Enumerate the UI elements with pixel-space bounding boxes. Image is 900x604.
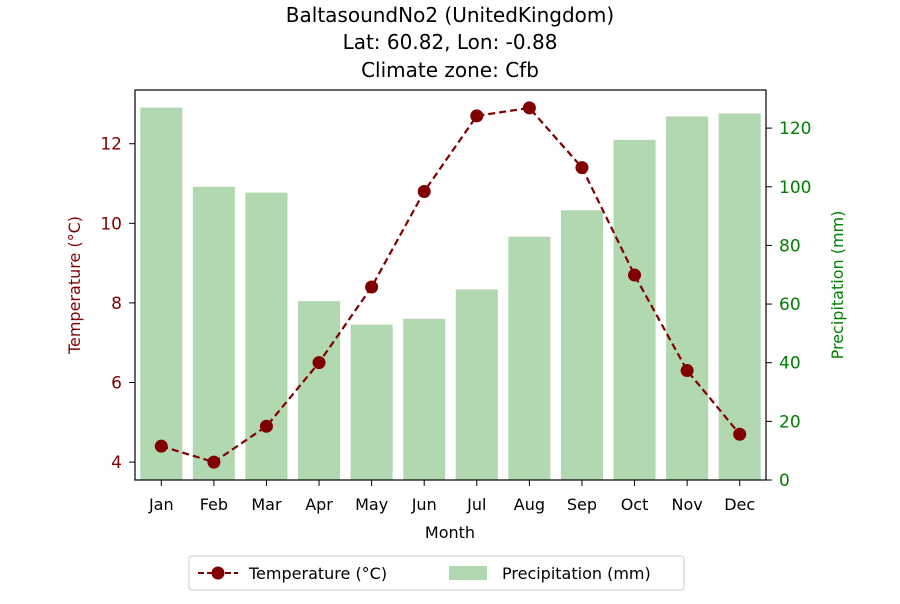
x-tick-label-nov: Nov	[672, 495, 703, 514]
x-tick-label-jun: Jun	[411, 495, 437, 514]
temp-point-mar	[259, 419, 273, 433]
x-tick-label-may: May	[355, 495, 388, 514]
y-right-tick-label-60: 60	[779, 295, 801, 315]
chart-title-line3: Climate zone: Cfb	[361, 58, 539, 82]
y-left-tick-label-8: 8	[111, 294, 122, 314]
x-tick-label-jul: Jul	[466, 495, 486, 514]
legend: Temperature (°C) Precipitation (mm)	[188, 555, 685, 591]
temp-point-aug	[522, 101, 536, 115]
temp-point-jan	[154, 439, 168, 453]
temp-point-jul	[470, 109, 484, 123]
precipitation-bars	[140, 107, 761, 481]
temperature-series-line	[160, 106, 741, 464]
temp-point-apr	[312, 356, 326, 370]
legend-temperature-label: Temperature (°C)	[248, 564, 387, 583]
temp-point-sep	[575, 161, 589, 175]
precip-bar-jul	[455, 289, 498, 480]
y-right-tick-label-80: 80	[779, 236, 801, 256]
precip-bar-feb	[192, 186, 235, 481]
precip-bar-aug	[508, 236, 551, 480]
temp-point-jun	[417, 184, 431, 198]
x-tick-label-feb: Feb	[200, 495, 228, 514]
x-tick-label-aug: Aug	[514, 495, 545, 514]
x-tick-label-jan: Jan	[148, 495, 174, 514]
temp-point-dec	[733, 427, 747, 441]
y-axis-left-label: Temperature (°C)	[65, 216, 84, 355]
precip-bar-apr	[298, 301, 341, 480]
precip-bar-jan	[140, 107, 183, 480]
precip-bar-may	[350, 324, 393, 480]
temp-point-may	[365, 280, 379, 294]
axes: Jan Feb Mar Apr May Jun Jul Aug Sep Oct Nov Dec 4 6 8 1…	[100, 89, 811, 514]
y-right-tick-label-100: 100	[779, 178, 811, 198]
y-left-tick-label-4: 4	[111, 453, 122, 473]
legend-temperature-swatch-marker	[211, 566, 225, 580]
chart-title-line1: BaltasoundNo2 (UnitedKingdom)	[286, 3, 614, 27]
legend-precipitation-label: Precipitation (mm)	[502, 564, 651, 583]
temp-point-nov	[680, 364, 694, 378]
y-left-tick-label-10: 10	[100, 214, 122, 234]
y-left-tick-label-12: 12	[100, 135, 122, 155]
temperature-line	[154, 101, 747, 469]
x-tick-label-oct: Oct	[621, 495, 649, 514]
temp-point-feb	[207, 455, 221, 469]
x-axis-label: Month	[425, 523, 475, 542]
y-right-tick-label-120: 120	[779, 119, 811, 139]
y-axis-right-label: Precipitation (mm)	[828, 211, 847, 360]
y-right-tick-label-20: 20	[779, 412, 801, 432]
y-right-tick-label-0: 0	[779, 471, 790, 491]
plot-frame	[134, 89, 767, 481]
precip-bar-nov	[666, 116, 709, 480]
x-tick-label-sep: Sep	[567, 495, 597, 514]
x-tick-label-mar: Mar	[251, 495, 282, 514]
y-left-tick-label-6: 6	[111, 374, 122, 394]
precip-bar-sep	[560, 210, 603, 480]
precip-bar-dec	[718, 113, 761, 480]
x-tick-label-apr: Apr	[305, 495, 333, 514]
precip-bar-jun	[403, 318, 446, 480]
y-right-tick-label-40: 40	[779, 354, 801, 374]
legend-precipitation-swatch	[449, 566, 487, 580]
x-tick-label-dec: Dec	[724, 495, 755, 514]
temp-point-oct	[628, 268, 642, 282]
precip-bar-oct	[613, 139, 656, 481]
chart-title-line2: Lat: 60.82, Lon: -0.88	[343, 30, 558, 54]
legend-frame	[188, 555, 685, 591]
